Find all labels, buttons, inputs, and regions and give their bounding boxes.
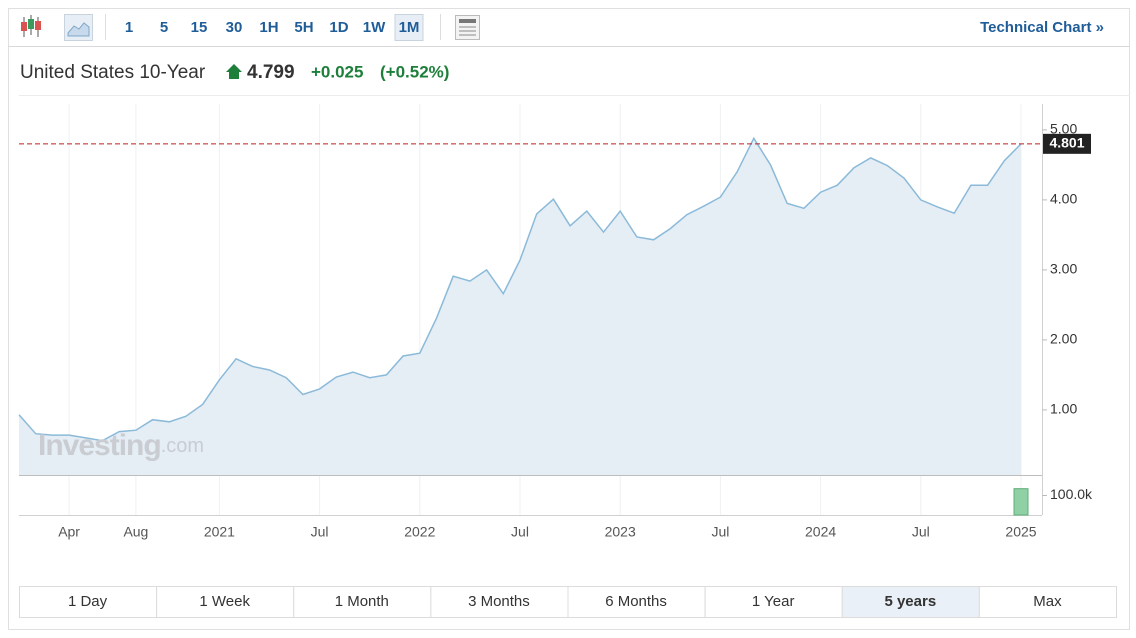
interval-button[interactable]: 30	[226, 19, 243, 36]
candle-icon[interactable]	[21, 15, 41, 37]
range-label[interactable]: 1 Week	[199, 593, 250, 610]
instrument-name: United States 10-Year	[20, 62, 206, 83]
range-button[interactable]	[978, 586, 1117, 618]
y-tick-label: 3.00	[1050, 261, 1077, 277]
interval-button[interactable]: 1W	[363, 19, 386, 36]
y-tick-label: 5.00	[1050, 121, 1077, 137]
x-tick-label: 2021	[204, 524, 235, 540]
range-button[interactable]	[156, 586, 295, 618]
x-tick-label: Jul	[511, 524, 529, 540]
range-bar: 1 Day 1 Week 1 Month 3 Months 6 Months 1 Year…	[19, 586, 1117, 618]
range-label[interactable]: 5 years	[884, 593, 936, 610]
plot: Apr Aug 2021 Jul 2022 Jul 2023 Jul 2024 Jul 2025 1.…	[18, 104, 1093, 540]
range-label[interactable]: 1 Year	[752, 593, 795, 610]
x-tick-label: 2023	[605, 524, 636, 540]
interval-button[interactable]: 1	[125, 19, 133, 36]
range-button[interactable]	[567, 586, 706, 618]
range-label[interactable]: 1 Month	[335, 593, 389, 610]
range-label[interactable]: 3 Months	[468, 593, 530, 610]
range-label[interactable]: 6 Months	[605, 593, 667, 610]
interval-button[interactable]: 5	[160, 19, 168, 36]
up-arrow	[226, 64, 242, 79]
range-button[interactable]	[704, 586, 843, 618]
x-tick-label: Jul	[711, 524, 729, 540]
technical-chart-link[interactable]: Technical Chart »	[980, 19, 1104, 36]
change-percent: (+0.52%)	[380, 62, 449, 81]
watermark: Investing.com	[38, 429, 204, 462]
x-tick-label: Apr	[58, 524, 80, 540]
interval-button[interactable]: 5H	[294, 19, 313, 36]
y-tick-label: 2.00	[1050, 331, 1077, 347]
interval-button[interactable]: 1M	[399, 19, 420, 36]
interval-button[interactable]: 1D	[329, 19, 348, 36]
range-button[interactable]	[293, 586, 432, 618]
y-tick-label: 1.00	[1050, 401, 1077, 417]
range-button[interactable]	[19, 586, 158, 618]
area-icon[interactable]	[64, 14, 93, 41]
volume-tick-label: 100.0k	[1050, 486, 1093, 502]
x-tick-label: Aug	[123, 524, 148, 540]
interval-button[interactable]: 1H	[259, 19, 278, 36]
change: +0.025	[311, 62, 363, 81]
x-tick-label: 2024	[805, 524, 836, 540]
price: 4.799	[247, 62, 295, 83]
area-fill	[19, 138, 1021, 476]
y-tick-label: 4.00	[1050, 191, 1077, 207]
range-label[interactable]: 1 Day	[68, 593, 108, 610]
price-line	[18, 136, 1022, 442]
range-button[interactable]	[841, 586, 980, 618]
watermark-suffix: .com	[161, 435, 204, 457]
table-icon[interactable]	[455, 15, 480, 40]
x-tick-label: Jul	[311, 524, 329, 540]
x-tick-label: 2022	[404, 524, 435, 540]
range-label[interactable]: Max	[1033, 593, 1062, 610]
volume-bar	[1013, 488, 1029, 516]
interval-button[interactable]: 15	[191, 19, 208, 36]
last-price-tag	[1043, 133, 1091, 154]
last-price-label: 4.801	[1049, 135, 1084, 151]
interval-selected[interactable]	[394, 14, 424, 41]
watermark-brand: Investing	[38, 429, 161, 462]
x-tick-label: 2025	[1005, 524, 1036, 540]
x-tick-label: Jul	[912, 524, 930, 540]
